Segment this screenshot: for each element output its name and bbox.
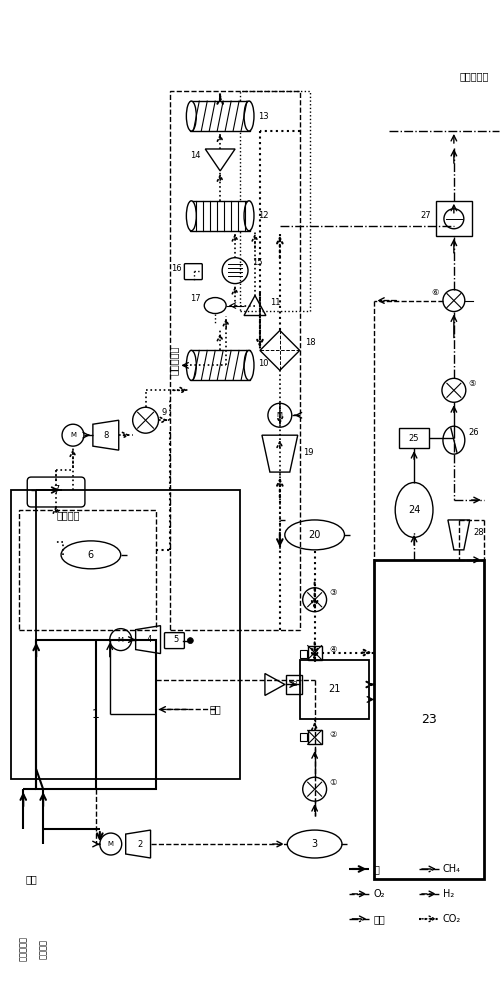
- Bar: [398, 428, 428, 448]
- Text: 2: 2: [137, 840, 142, 849]
- Text: CH₄: CH₄: [442, 864, 460, 874]
- Text: ④: ④: [329, 645, 336, 654]
- Text: 17: 17: [189, 294, 200, 303]
- Bar: [12, 490, 239, 779]
- Text: 23: 23: [420, 713, 436, 726]
- Bar: [307, 730, 321, 744]
- Text: 8: 8: [103, 431, 108, 440]
- Text: 7: 7: [53, 485, 59, 495]
- Text: 1: 1: [92, 708, 100, 721]
- Text: 净化后烟气: 净化后烟气: [168, 346, 178, 375]
- Text: M: M: [70, 432, 76, 438]
- Text: 11: 11: [270, 298, 280, 307]
- Text: 24: 24: [407, 505, 419, 515]
- Text: 3: 3: [311, 839, 317, 849]
- Text: 21: 21: [328, 684, 340, 694]
- Bar: [299, 650, 306, 658]
- Text: 18: 18: [304, 338, 315, 347]
- Text: 电网: 电网: [25, 874, 37, 884]
- Text: 20: 20: [308, 530, 320, 540]
- Text: 28: 28: [473, 528, 483, 537]
- Text: ⑤: ⑤: [468, 379, 475, 388]
- Text: ①: ①: [329, 778, 336, 787]
- Text: 可再生电力: 可再生电力: [19, 936, 28, 961]
- Text: 6: 6: [88, 550, 94, 560]
- Text: 19: 19: [302, 448, 313, 457]
- Bar: [299, 733, 306, 741]
- Text: 天然气管网: 天然气管网: [458, 71, 487, 81]
- Text: 27: 27: [419, 211, 430, 220]
- Text: 15: 15: [252, 258, 262, 267]
- Text: M: M: [108, 841, 114, 847]
- Bar: [19, 510, 155, 630]
- Bar: [374, 560, 483, 879]
- Text: O₂: O₂: [373, 889, 384, 899]
- Circle shape: [187, 638, 193, 644]
- Text: 13: 13: [258, 112, 268, 121]
- Text: 26: 26: [468, 428, 478, 437]
- Bar: [307, 646, 321, 660]
- Ellipse shape: [186, 350, 196, 380]
- Bar: [170, 91, 299, 630]
- Text: 16: 16: [170, 264, 181, 273]
- Bar: [299, 660, 369, 719]
- Text: 液体: 液体: [373, 914, 384, 924]
- Text: M: M: [118, 637, 123, 643]
- Text: ②: ②: [329, 730, 336, 739]
- Text: 25: 25: [408, 434, 418, 443]
- Bar: [190, 101, 249, 131]
- Text: 12: 12: [258, 211, 268, 220]
- Text: ③: ③: [329, 588, 336, 597]
- Bar: [435, 201, 471, 236]
- Text: H₂: H₂: [442, 889, 453, 899]
- Bar: [190, 201, 249, 231]
- Bar: [285, 675, 301, 694]
- Bar: [36, 640, 155, 789]
- Ellipse shape: [186, 101, 196, 131]
- Text: 电: 电: [373, 864, 378, 874]
- Bar: [190, 350, 249, 380]
- Bar: [239, 91, 309, 311]
- Text: 14: 14: [189, 151, 200, 160]
- Ellipse shape: [243, 101, 254, 131]
- Text: 纯水: 纯水: [209, 704, 220, 714]
- Ellipse shape: [243, 350, 254, 380]
- Text: 9: 9: [161, 408, 166, 417]
- Text: ⑥: ⑥: [430, 288, 438, 297]
- Ellipse shape: [243, 201, 254, 231]
- Text: 10: 10: [258, 359, 268, 368]
- Ellipse shape: [186, 201, 196, 231]
- Text: CO₂: CO₂: [442, 914, 460, 924]
- Text: 电厂烟气: 电厂烟气: [56, 510, 80, 520]
- Text: 4: 4: [147, 635, 152, 644]
- Text: M: M: [276, 412, 282, 418]
- Text: 22: 22: [289, 681, 298, 687]
- Text: 低碳电力: 低碳电力: [39, 939, 48, 959]
- Text: 5: 5: [173, 635, 179, 644]
